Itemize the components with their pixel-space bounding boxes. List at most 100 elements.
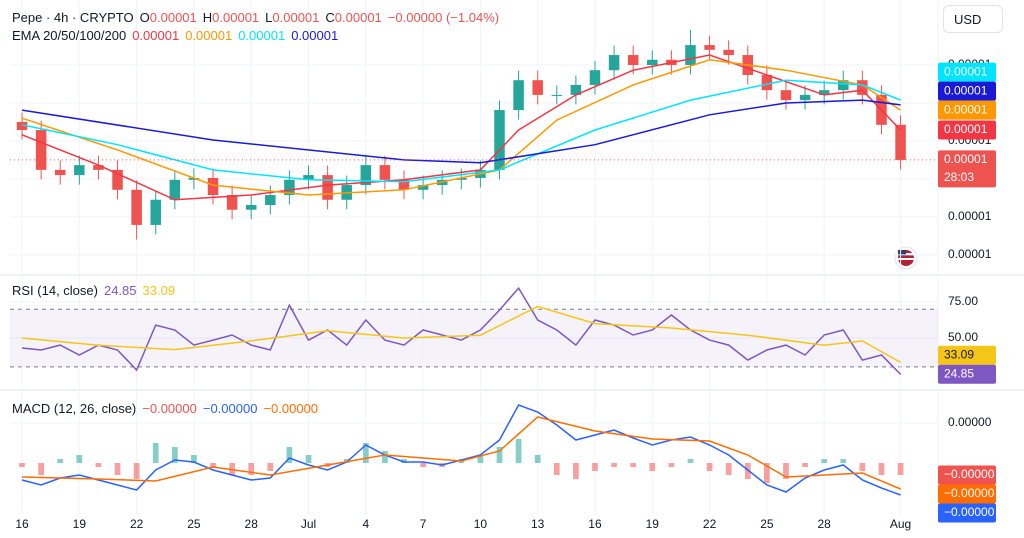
histogram-bar: [668, 463, 675, 467]
price-badge: [938, 100, 996, 120]
x-tick-label: 19: [73, 517, 87, 531]
candle-body: [16, 121, 28, 131]
rsi-value: 24.85: [103, 283, 137, 298]
x-tick-label: 13: [531, 517, 545, 531]
histogram-bar: [897, 463, 904, 475]
histogram-bar: [515, 439, 522, 463]
candle-body: [284, 179, 295, 196]
x-tick-label: 4: [362, 517, 369, 531]
badge-label: −0.00000: [944, 486, 995, 500]
histogram-bar: [802, 463, 808, 467]
price-badge: [938, 364, 996, 384]
grid: 0.00001 0.00001 0.00001 0.00001 0.00001 0.000…: [10, 0, 992, 531]
candle-body: [188, 177, 200, 180]
macd-line: [21, 404, 901, 496]
candle-body: [265, 195, 276, 205]
candle-body: [93, 165, 104, 170]
histogram-bar: [210, 463, 216, 467]
price-change: −0.00000 (−1.04%): [387, 10, 500, 25]
x-tick-label: 28: [245, 517, 259, 531]
histogram-bar: [191, 455, 197, 463]
histogram-bar: [286, 447, 293, 463]
candle-body: [608, 55, 620, 71]
ohlc-key: O: [139, 10, 150, 25]
x-tick-label: 28: [817, 517, 831, 531]
histogram-bar: [496, 447, 503, 463]
histogram-bar: [477, 455, 484, 463]
candle-body: [857, 80, 868, 95]
candle-body: [131, 189, 142, 225]
plots: [10, 29, 938, 496]
y-tick-label: 75.00: [948, 294, 978, 308]
candle-body: [207, 177, 219, 196]
candle-body: [150, 199, 161, 225]
histogram-bar: [19, 463, 25, 467]
rsi-band: [10, 309, 938, 367]
ema-line: [21, 99, 901, 164]
candle-body: [780, 90, 792, 101]
candle-body: [417, 185, 429, 190]
indicator-title: MACD (12, 26, close): [12, 401, 137, 416]
candle-body: [513, 80, 524, 111]
ohlc-value: 0.00001: [212, 10, 260, 25]
badge-label: −0.00000: [944, 505, 995, 519]
ema-value: 0.00001: [238, 28, 286, 43]
candle-body: [303, 175, 314, 180]
x-tick-label: Aug: [890, 517, 911, 531]
histogram-bar: [573, 463, 579, 479]
x-tick-label: 22: [703, 517, 717, 531]
histogram-bar: [534, 455, 541, 463]
rsi-line: [21, 286, 902, 375]
y-tick-label: 0.00001: [948, 209, 992, 223]
candle-body: [723, 49, 734, 56]
x-tick-label: 7: [420, 517, 427, 531]
histogram-bar: [57, 459, 64, 463]
ohlc-key: L: [265, 10, 273, 25]
candle-body: [685, 45, 696, 66]
badge-label: 24.85: [944, 366, 974, 380]
ohlc-value: 0.00001: [334, 10, 382, 25]
histogram-bar: [401, 459, 407, 463]
rsi-legend: RSI (14, close) 24.85 33.09: [12, 283, 175, 299]
histogram-bar: [630, 463, 637, 467]
badge-label: 28:03: [944, 170, 974, 184]
y-tick-label: 50.00: [948, 330, 978, 344]
histogram-bar: [859, 463, 866, 471]
histogram-bar: [267, 463, 274, 471]
indicator-title: RSI (14, close): [12, 283, 98, 298]
macd-value: −0.00000: [263, 401, 319, 416]
histogram-bar: [840, 459, 847, 463]
ohlc-value: 0.00001: [149, 10, 197, 25]
y-tick-label: 0.00000: [948, 415, 992, 429]
histogram-bar: [305, 455, 312, 463]
rsi-line: [21, 305, 901, 364]
x-tick-label: 25: [187, 517, 201, 531]
histogram-bar: [76, 455, 83, 463]
badges: 0.00001 0.00001 0.00001 0.00001 0.00001 28:03…: [938, 62, 996, 523]
ema-line: [21, 79, 901, 183]
price-badge: [938, 81, 996, 101]
histogram-bar: [95, 463, 102, 467]
candle-body: [895, 124, 906, 160]
candle-body: [532, 80, 543, 95]
candle-body: [54, 169, 66, 176]
histogram-bar: [114, 463, 121, 475]
ohlc-key: H: [202, 10, 213, 25]
candle-body: [799, 94, 811, 101]
candle-body: [35, 130, 47, 170]
x-tick-label: 16: [15, 517, 29, 531]
candle-body: [818, 90, 830, 95]
macd-line: [21, 416, 901, 490]
candle-body: [245, 204, 257, 210]
candle-body: [322, 175, 333, 200]
badge-label: 0.00001: [944, 152, 988, 166]
y-tick-label: 0.00001: [948, 247, 992, 261]
ema-value: 0.00001: [291, 28, 339, 43]
badge-label: −0.00000: [944, 467, 995, 481]
currency-button[interactable]: USD: [943, 5, 1003, 33]
candle-body: [226, 195, 238, 210]
candle-body: [112, 169, 123, 190]
price-badge: [938, 150, 996, 188]
price-badge: [938, 120, 996, 140]
histogram-bar: [764, 463, 770, 483]
